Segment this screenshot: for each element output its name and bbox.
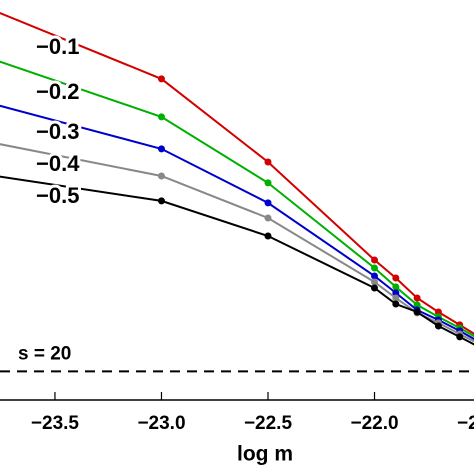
data-point <box>157 113 165 121</box>
data-point <box>392 300 400 308</box>
x-tick-label: −22.5 <box>244 413 293 434</box>
series-label: −0.1 <box>36 34 79 59</box>
x-tick-label: −23.5 <box>31 413 80 434</box>
data-point <box>371 278 379 286</box>
x-tick-label: −22.0 <box>350 413 398 434</box>
data-point <box>413 308 421 316</box>
data-point <box>392 289 400 297</box>
data-point <box>413 301 421 309</box>
data-point <box>392 294 400 302</box>
data-point <box>434 308 442 316</box>
data-point <box>456 333 464 341</box>
data-point <box>157 172 165 180</box>
data-point <box>264 214 272 222</box>
x-tick-label: −23.0 <box>137 413 185 434</box>
series-label: −0.4 <box>36 151 80 176</box>
data-point <box>371 272 379 280</box>
series-label: −0.5 <box>36 183 79 208</box>
data-point <box>157 75 165 83</box>
data-point <box>413 294 421 302</box>
x-tick-label: −21.5 <box>457 413 474 434</box>
data-point <box>371 284 379 292</box>
data-point <box>371 264 379 272</box>
data-point <box>264 232 272 240</box>
reference-label: s = 20 <box>18 343 71 364</box>
data-point <box>264 179 272 187</box>
data-point <box>157 197 165 205</box>
data-point <box>157 145 165 153</box>
data-point <box>392 274 400 282</box>
x-axis-label: log m <box>237 443 293 466</box>
series-label: −0.3 <box>36 119 79 144</box>
series-label: −0.2 <box>36 79 79 104</box>
data-point <box>264 199 272 207</box>
data-point <box>434 322 442 330</box>
data-point <box>392 283 400 291</box>
data-point <box>371 256 379 264</box>
data-point <box>264 158 272 166</box>
